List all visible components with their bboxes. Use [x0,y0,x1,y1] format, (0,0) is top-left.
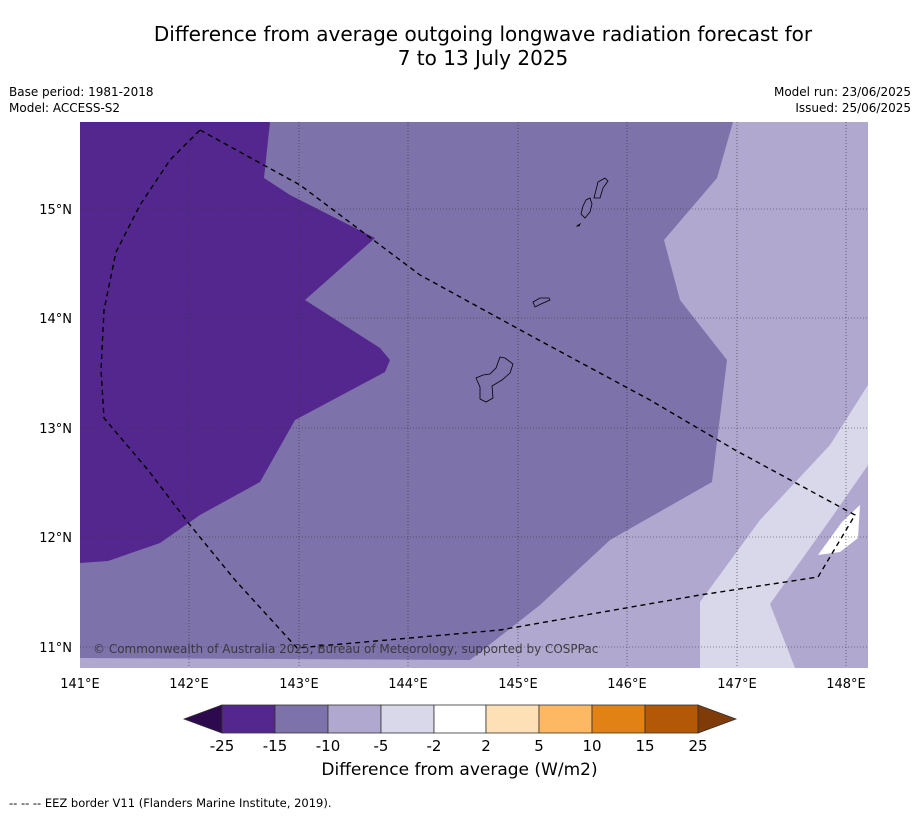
model-run: Model run: 23/06/2025 [773,85,911,99]
lat-label: 14°N [39,312,72,327]
colorbar-swatch [274,704,329,734]
meta-left: Base period: 1981-2018 Model: ACCESS-S2 [9,84,154,116]
lon-label: 143°E [279,677,319,692]
colorbar-swatch [221,704,276,734]
lon-label: 147°E [717,677,757,692]
colorbar-swatch [591,704,646,734]
colorbar-swatch-high-extend [697,704,738,734]
colorbar-tick: 25 [688,737,707,755]
title-line-1: Difference from average outgoing longwav… [153,22,813,46]
issued-date: Issued: 25/06/2025 [795,101,911,115]
land-outlines [475,177,609,403]
eez-footnote: -- -- -- EEZ border V11 (Flanders Marine… [9,796,332,810]
lat-label: 11°N [39,641,72,656]
colorbar-tick: 2 [481,737,491,755]
colorbar-swatch [380,704,435,734]
colorbar [182,704,738,734]
lon-label: 148°E [826,677,866,692]
lon-label: 142°E [169,677,209,692]
colorbar-swatch [485,704,540,734]
copyright-text: © Commonwealth of Australia 2025, Bureau… [93,642,598,656]
lon-label: 145°E [498,677,538,692]
colorbar-tick: 10 [582,737,601,755]
eez-border [100,129,856,649]
zone-minus10-minus5 [80,122,868,668]
meta-right: Model run: 23/06/2025 Issued: 25/06/2025 [774,84,911,116]
colorbar-tick: -5 [374,737,389,755]
lon-label: 146°E [607,677,647,692]
island-tinian [580,197,593,219]
colorbar-tick: 5 [534,737,544,755]
lat-label: 13°N [39,422,72,437]
lat-label: 15°N [39,203,72,218]
colorbar-title: Difference from average (W/m2) [321,760,598,780]
colorbar-tick: -2 [427,737,442,755]
zone-minus5-minus2 [700,385,868,668]
colorbar-tick: -25 [210,737,235,755]
colorbar-swatch [433,704,487,734]
colorbar-swatch-low-extend [182,704,223,734]
base-period: Base period: 1981-2018 [9,85,154,99]
colorbar-tick: -10 [316,737,341,755]
island-rota [532,297,551,308]
colorbar-tick: 15 [635,737,654,755]
lon-label: 141°E [60,677,100,692]
map-area: © Commonwealth of Australia 2025, Bureau… [80,122,868,668]
lat-axis: 15°N 14°N 13°N 12°N 11°N [39,203,72,656]
island-saipan [593,177,609,199]
colorbar-swatch [327,704,382,734]
lon-label: 144°E [388,677,428,692]
chart-title: Difference from average outgoing longwav… [100,22,866,70]
zone-minus2-plus2 [818,505,860,555]
colorbar-swatch [644,704,699,734]
island-guam [475,356,514,403]
lat-label: 12°N [39,531,72,546]
colorbar-ticks: -25 -15 -10 -5 -2 2 5 10 15 25 [210,737,708,755]
graticule [80,122,868,668]
colorbar-tick: -15 [263,737,288,755]
lon-axis: 141°E 142°E 143°E 144°E 145°E 146°E 147°… [60,677,866,692]
title-line-2: 7 to 13 July 2025 [397,46,569,70]
model-name: Model: ACCESS-S2 [9,101,121,115]
colorbar-swatch [538,704,593,734]
island-aguijan [575,222,582,227]
